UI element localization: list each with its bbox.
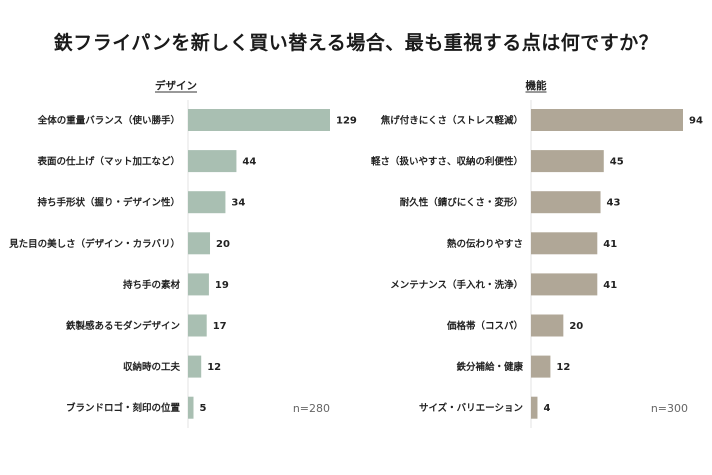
bar: [188, 314, 207, 337]
bar: [531, 396, 538, 419]
data-label: 41: [603, 280, 617, 291]
data-label: 17: [213, 321, 227, 332]
bar: [531, 314, 564, 337]
category-label: 熱の伝わりやすさ: [447, 238, 523, 250]
data-label: 43: [607, 198, 621, 209]
bar: [531, 191, 601, 214]
category-label: サイズ・バリエーション: [419, 402, 523, 414]
category-label: 持ち手の素材: [123, 279, 181, 291]
data-label: 12: [207, 362, 221, 373]
category-label: 見た目の美しさ（デザイン・カラバリ）: [8, 238, 180, 250]
data-label: 129: [336, 116, 357, 127]
data-label: 44: [242, 157, 256, 168]
data-label: 34: [231, 198, 245, 209]
bar: [188, 150, 237, 173]
category-label: 焦げ付きにくさ（ストレス軽減）: [380, 115, 523, 127]
category-label: 耐久性（錆びにくさ・変形）: [400, 197, 523, 209]
bar: [188, 232, 211, 255]
panel-title-function: 機能: [526, 79, 547, 92]
bar: [531, 150, 604, 173]
category-label: 鉄分補給・健康: [456, 361, 523, 373]
category-label: 価格帯（コスパ）: [446, 320, 523, 332]
bar: [531, 355, 551, 378]
bar: [188, 355, 202, 378]
data-label: 4: [543, 403, 550, 414]
data-label: 94: [689, 116, 703, 127]
category-label: 表面の仕上げ（マット加工など）: [36, 156, 180, 168]
category-label: 持ち手形状（握り・デザイン性）: [37, 197, 180, 209]
bar: [531, 273, 598, 296]
category-label: 全体の重量バランス（使い勝手）: [37, 115, 180, 127]
category-label: メンテナンス（手入れ・洗浄）: [390, 279, 523, 291]
bar: [531, 109, 683, 131]
data-label: 20: [569, 321, 583, 332]
data-label: 12: [556, 362, 570, 373]
category-label: ブランドロゴ・刻印の位置: [66, 402, 181, 414]
data-label: 19: [215, 280, 229, 291]
category-label: 軽さ（扱いやすさ、収納の利便性）: [371, 156, 523, 168]
bar: [188, 109, 330, 131]
bar: [188, 396, 194, 419]
bar: [531, 232, 598, 255]
sample-size-label: n=280: [293, 402, 330, 415]
data-label: 41: [603, 239, 617, 250]
data-label: 45: [610, 157, 624, 168]
panel-title-design: デザイン: [155, 79, 197, 92]
sample-size-label: n=300: [651, 402, 688, 415]
bar: [188, 191, 226, 214]
bar: [188, 273, 209, 296]
data-label: 5: [200, 403, 207, 414]
chart-title: 鉄フライパンを新しく買い替える場合、最も重視する点は何ですか？: [53, 32, 659, 54]
category-label: 鉄製感あるモダンデザイン: [66, 320, 180, 332]
category-label: 収納時の工夫: [123, 361, 181, 373]
data-label: 20: [216, 239, 230, 250]
